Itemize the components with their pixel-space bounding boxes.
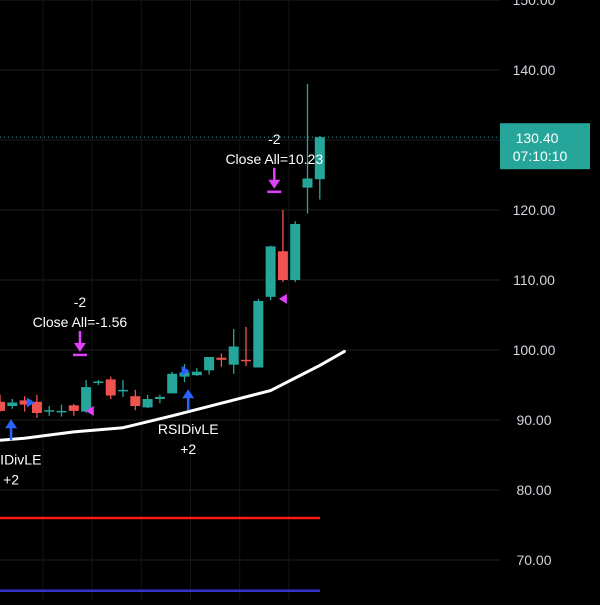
signal-marker [26, 397, 35, 408]
signal-marker [85, 405, 94, 416]
candle-body [31, 401, 42, 413]
candle-body [241, 359, 251, 362]
candle-body [154, 396, 165, 399]
candle-body [216, 357, 227, 360]
last-price-badge [500, 123, 590, 170]
candle-body [228, 346, 239, 365]
y-tick-label: 100.00 [513, 342, 556, 358]
candle-body [105, 379, 116, 396]
candle-body [56, 410, 67, 413]
candle-body [290, 224, 301, 280]
exit-arrow-icon [268, 179, 281, 189]
candle-body [191, 371, 202, 376]
y-tick-label: 120.00 [513, 202, 556, 218]
signal-marker [278, 293, 287, 304]
candle-body [302, 178, 313, 188]
candle-body [118, 389, 128, 392]
candle-body [130, 396, 141, 406]
signal-label: RSIDivLE [158, 421, 219, 437]
signal-qty: -2 [268, 131, 281, 147]
signal-qty: -2 [74, 294, 87, 310]
y-tick-label: 150.00 [513, 0, 556, 8]
signal-label: Close All=-1.56 [33, 314, 128, 330]
candle-body [167, 373, 178, 394]
candle-body [314, 137, 325, 180]
candle-body [142, 399, 153, 408]
exit-arrow-icon [73, 342, 86, 352]
candle-body [19, 400, 30, 405]
signal-qty: +2 [180, 441, 196, 457]
entry-arrow-icon [5, 419, 18, 429]
candle-body [253, 301, 264, 368]
y-tick-label: 80.00 [516, 482, 551, 498]
y-tick-label: 90.00 [516, 412, 551, 428]
moving-average-line [0, 349, 346, 442]
signal-qty: +2 [3, 471, 19, 487]
last-price-label: 130.40 [516, 130, 559, 146]
signal-label: Close All=10.23 [225, 151, 323, 167]
entry-arrow-icon [182, 389, 195, 399]
candle-body [277, 251, 288, 280]
candle-body [93, 381, 104, 383]
candle-body [81, 387, 92, 412]
candle-body [179, 372, 190, 377]
candle-body [68, 405, 79, 411]
candle-body [44, 410, 55, 412]
candle-body [204, 357, 215, 371]
signal-marker [181, 366, 190, 376]
candle-body [265, 246, 276, 297]
signal-label: RSIDivLE [0, 451, 41, 467]
last-price-countdown: 07:10:10 [513, 148, 568, 164]
y-tick-label: 140.00 [513, 62, 556, 78]
y-tick-label: 70.00 [516, 552, 551, 568]
candle-body [7, 402, 18, 406]
candle-body [0, 401, 5, 411]
y-tick-label: 110.00 [513, 272, 555, 288]
